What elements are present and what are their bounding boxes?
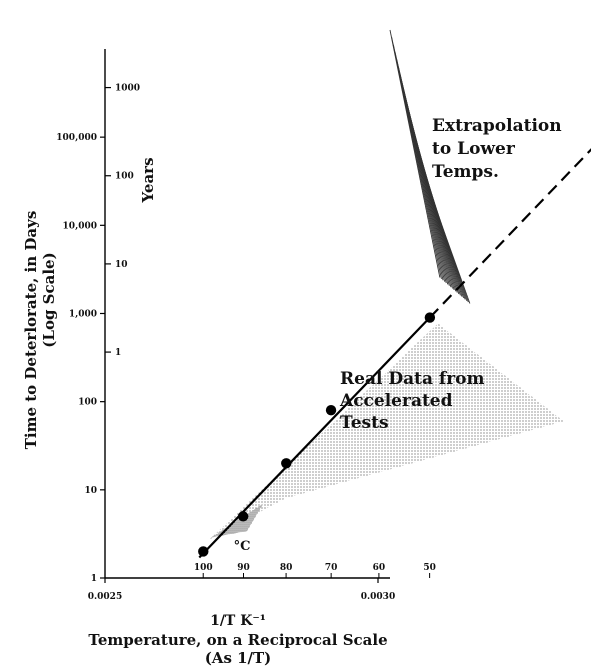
shading-layer [209,29,564,540]
years-tick-label: 100 [115,172,134,182]
x-axis-sublabel-2: (As 1/T) [205,649,272,667]
real-data-region-dense [211,503,264,538]
years-axis-label: Years [139,157,157,203]
years-tick-label: 10 [115,260,128,270]
celsius-tick-label: 90 [237,563,250,573]
real-data-annotation-line-3: Tests [340,413,389,433]
data-point [198,546,209,557]
data-point [325,405,337,416]
y-tick-label: 10 [84,486,97,496]
celsius-tick-label: 60 [373,563,386,573]
extrapolation-annotation-line-3: Temps. [432,162,499,182]
celsius-tick-label: 100 [194,563,213,573]
celsius-tick-label: 70 [325,563,338,573]
y-tick-label: 100,000 [56,133,97,143]
real-data-annotation-line-1: Real Data from [340,369,484,389]
y-axis-label: Time to Deterlorate, in Days [22,211,40,450]
fit-line [198,316,431,559]
data-point [281,458,292,469]
y-tick-label: 1,000 [69,309,97,319]
extrapolation-annotation-line-1: Extrapolation [432,116,562,136]
years-tick-label: 1000 [115,84,140,94]
y-tick-label: 100 [78,398,97,408]
years-tick-label: 1 [115,348,121,358]
extrapolation-annotation-line-2: to Lower [432,139,516,159]
y-tick-label: 10,000 [63,221,97,231]
hatch-line [421,169,471,304]
x-tick-label: 0.0030 [361,592,395,602]
axes-layer: 1 10 100 1,000 10,000 100,000 1 10 100 1000 0.0025… [56,49,436,602]
celsius-label: °C [234,539,251,554]
y-axis-sublabel: (Log Scale) [40,252,58,347]
series-layer [198,148,591,559]
x-tick-label: 0.0025 [88,592,122,602]
data-point [237,511,249,522]
extrapolation-line [429,148,591,319]
real-data-annotation-line-2: Accelerated [339,391,453,411]
real-data-region [209,323,564,540]
celsius-tick-label: 80 [280,563,293,573]
x-axis-sublabel: Temperature, on a Reciprocal Scale [88,631,387,649]
x-axis-label: 1/T K⁻¹ [210,613,266,629]
data-point [424,312,436,323]
celsius-tick-label: 50 [423,563,436,573]
y-tick-label: 1 [91,574,97,584]
